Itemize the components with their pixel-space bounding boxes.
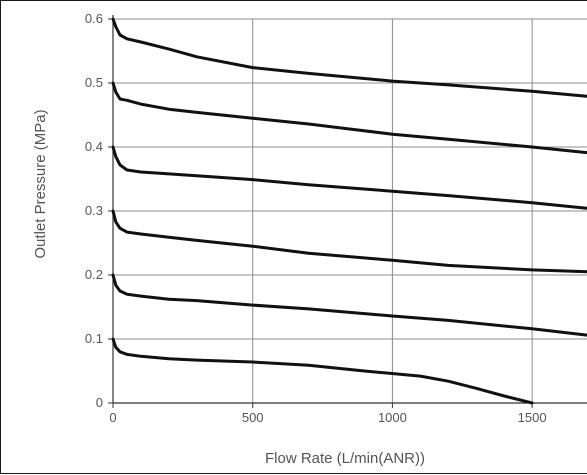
y-tick-label: 0 — [96, 395, 103, 410]
series-line — [111, 273, 587, 337]
y-tick-labels: 0 0.1 0.2 0.3 0.4 0.5 0.6 — [85, 11, 103, 410]
series-line — [111, 81, 587, 155]
series-line — [111, 17, 587, 98]
x-tick-label: 0 — [109, 410, 116, 425]
series-line — [111, 209, 587, 274]
x-tick-label: 1000 — [378, 410, 407, 425]
x-tick-label: 500 — [242, 410, 264, 425]
series-line — [111, 145, 587, 210]
x-tick-label: 1500 — [518, 410, 547, 425]
y-axis-title: Outlet Pressure (MPa) — [32, 109, 49, 258]
y-tick-label: 0.3 — [85, 203, 103, 218]
x-tick-labels: 0 500 1000 1500 — [109, 410, 546, 425]
y-tick-label: 0.2 — [85, 267, 103, 282]
y-tick-label: 0.6 — [85, 11, 103, 26]
x-axis-title: Flow Rate (L/min(ANR)) — [265, 450, 425, 467]
grid — [113, 18, 587, 403]
y-tick-label: 0.1 — [85, 331, 103, 346]
y-tick-label: 0.4 — [85, 139, 103, 154]
series-line — [111, 337, 534, 405]
y-tick-label: 0.5 — [85, 75, 103, 90]
series-lines — [111, 17, 587, 405]
